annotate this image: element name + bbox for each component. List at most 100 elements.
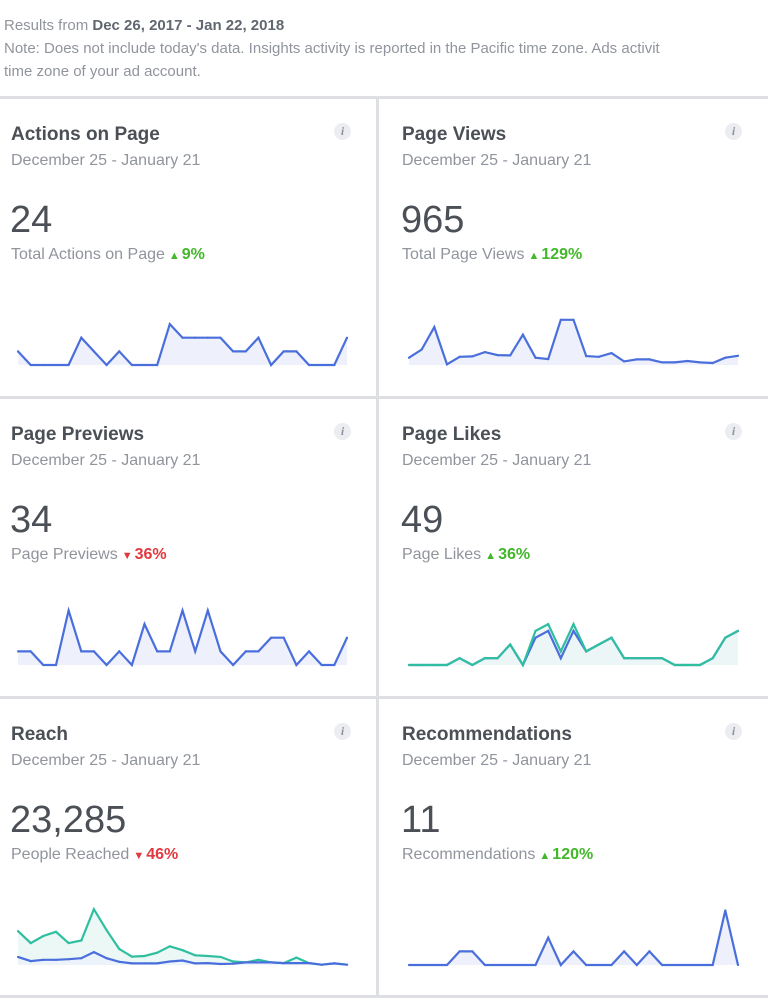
sparkline-area [409,624,738,665]
change-percent: 36% [134,546,167,563]
sparkline-point [623,360,626,363]
sparkline-point [724,356,727,359]
change-indicator: ▼ 46% [133,846,178,863]
sparkline-point [42,363,45,367]
metric-value: 24 [10,199,53,241]
sparkline-point [534,636,537,639]
date-range: December 25 - January 21 [11,152,201,169]
sparkline-point [445,363,449,366]
sparkline-point [295,956,298,959]
info-icon[interactable]: i [334,723,351,740]
date-range: December 25 - January 21 [402,452,592,469]
sparkline-point [610,963,613,967]
sparkline-area [18,324,347,365]
sparkline-area [18,610,347,665]
change-percent: 9% [181,246,205,263]
change-indicator: ▲ 120% [539,846,593,863]
info-icon[interactable]: i [725,123,742,140]
sparkline-point [660,657,664,660]
sparkline-point [711,657,714,660]
sparkline-point [483,963,487,967]
sparkline-point [282,636,285,639]
sparkline-point [257,958,260,961]
sparkline-point [559,963,562,967]
sparkline-point [724,909,727,912]
results-header: Results from Dec 26, 2017 - Jan 22, 2018… [4,14,660,83]
results-range: Dec 26, 2017 - Jan 22, 2018 [92,17,285,34]
date-range: December 25 - January 21 [11,452,201,469]
sparkline-point [673,361,676,364]
sparkline-point [471,663,474,667]
sparkline-point [458,950,461,953]
metric-label: Page Previews [11,546,118,563]
metric-label: Recommendations [402,846,536,863]
sparkline-point [105,663,108,667]
info-icon[interactable]: i [725,723,742,740]
sparkline-point [156,363,159,367]
sparkline-point [534,356,537,359]
card-title: Page Views [402,124,507,145]
sparkline-point [143,954,146,958]
sparkline-point [67,941,70,945]
card-actions-on-page[interactable]: Actions on Page i December 25 - January 21… [0,99,376,396]
sparkline-point [585,650,588,653]
sparkline-point [206,961,209,965]
triangle-up-icon: ▲ [485,550,497,562]
sparkline-point [547,357,550,361]
sparkline-point [724,636,727,639]
sparkline-chart [16,906,349,966]
info-icon[interactable]: i [725,423,742,440]
sparkline-point [42,934,45,938]
sparkline-point [471,950,474,953]
sparkline-point [295,350,298,353]
sparkline-point [521,963,524,967]
card-page-views[interactable]: Page Views i December 25 - January 21 965 To… [391,99,767,396]
change-percent: 120% [552,846,594,863]
sparkline-point [572,950,575,953]
sparkline-point [105,363,108,367]
divider [376,97,379,998]
sparkline-point [295,961,298,965]
sparkline-point [206,336,209,339]
sparkline-point [232,350,235,353]
metric-label-row: Recommendations ▲ 120% [402,846,593,864]
sparkline-point [572,622,575,626]
sparkline-point [736,354,740,357]
card-page-previews[interactable]: Page Previews i December 25 - January 21 34… [0,399,376,696]
sparkline-point [54,663,58,667]
info-icon[interactable]: i [334,123,351,140]
sparkline-point [585,963,588,967]
metric-label-row: Total Page Views ▲ 129% [402,246,582,264]
sparkline-point [534,963,537,967]
sparkline-point [433,963,436,967]
sparkline-point [420,663,423,667]
sparkline-point [257,961,260,964]
sparkline-point [16,350,20,353]
sparkline-point [206,609,209,612]
sparkline-point [168,322,171,326]
sparkline-point [232,960,235,963]
card-page-likes[interactable]: Page Likes i December 25 - January 21 49 Pag… [391,399,767,696]
change-percent: 129% [541,246,583,263]
card-recommendations[interactable]: Recommendations i December 25 - January 21… [391,699,767,996]
triangle-down-icon: ▼ [133,850,145,862]
sparkline-point [547,936,550,939]
sparkline-point [635,657,638,660]
sparkline-point [92,350,96,353]
change-indicator: ▲ 9% [169,246,205,263]
sparkline-point [244,650,247,653]
sparkline-point [585,354,588,358]
sparkline-point [333,962,336,965]
card-reach[interactable]: Reach i December 25 - January 21 23,285 Peop… [0,699,376,996]
info-icon[interactable]: i [334,423,351,440]
sparkline-point [572,318,575,321]
sparkline-point [660,361,664,364]
sparkline-point [686,663,689,667]
metric-label-row: Page Previews ▼ 36% [11,546,167,564]
sparkline-point [181,609,184,612]
sparkline-point [559,650,562,653]
metric-label-row: People Reached ▼ 46% [11,846,178,864]
sparkline-point [54,930,58,933]
metric-label-row: Page Likes ▲ 36% [402,546,530,564]
sparkline-point [194,962,197,965]
